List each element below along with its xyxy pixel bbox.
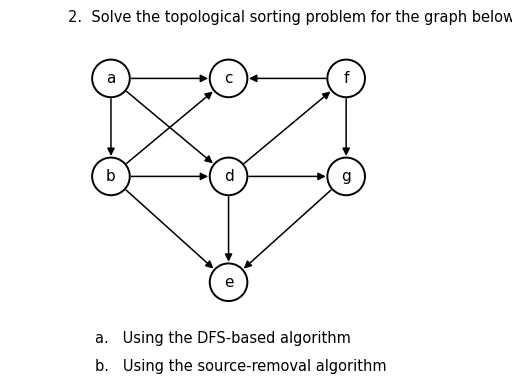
Text: b: b — [106, 169, 116, 184]
Circle shape — [210, 158, 247, 195]
Text: a.   Using the DFS-based algorithm: a. Using the DFS-based algorithm — [95, 331, 351, 346]
Text: 2.  Solve the topological sorting problem for the graph below:: 2. Solve the topological sorting problem… — [68, 10, 512, 25]
Text: a: a — [106, 71, 116, 86]
Text: e: e — [224, 275, 233, 290]
Text: b.   Using the source-removal algorithm: b. Using the source-removal algorithm — [95, 359, 387, 374]
Text: c: c — [224, 71, 233, 86]
Circle shape — [210, 60, 247, 97]
Circle shape — [327, 60, 365, 97]
Text: d: d — [224, 169, 233, 184]
Text: g: g — [342, 169, 351, 184]
Text: f: f — [344, 71, 349, 86]
Circle shape — [210, 263, 247, 301]
Circle shape — [92, 158, 130, 195]
Circle shape — [327, 158, 365, 195]
Circle shape — [92, 60, 130, 97]
